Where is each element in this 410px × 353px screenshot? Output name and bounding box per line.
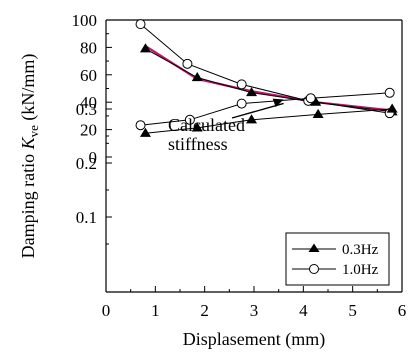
upper-series-line-1.0Hz	[140, 23, 390, 114]
calculated-stiffness-line	[144, 45, 393, 112]
y-axis-title: Damping ratio Kve (kN/mm)	[18, 54, 41, 259]
upper-0.3Hz-triangle-point	[191, 72, 203, 82]
y-lower-tick-label-0.2: 0.2	[76, 154, 97, 173]
x-tick-label-1: 1	[151, 301, 160, 320]
legend-marker-open-circle	[309, 264, 319, 274]
y-upper-tick-label-40: 40	[80, 93, 97, 112]
legend-label-0.3hz: 0.3Hz	[342, 242, 379, 258]
x-tick-label-2: 2	[200, 301, 209, 320]
lower-1.0Hz-circle-point	[384, 87, 395, 98]
upper-1.0Hz-circle-point	[182, 58, 193, 69]
x-tick-label-5: 5	[348, 301, 357, 320]
upper-0.3Hz-triangle-point	[246, 87, 258, 97]
y-lower-tick-label-0.3: 0.3	[76, 100, 97, 119]
upper-0.3Hz-triangle-point	[139, 43, 151, 53]
lower-0.3Hz-triangle-point	[312, 108, 324, 118]
lower-0.3Hz-triangle-point	[386, 103, 398, 113]
y-lower-tick-label-0.1: 0.1	[76, 208, 97, 227]
y-upper-tick-label-60: 60	[80, 66, 97, 85]
y-upper-tick-label-80: 80	[80, 38, 97, 57]
y-upper-tick-label-20: 20	[80, 121, 97, 140]
upper-1.0Hz-circle-point	[236, 79, 247, 90]
x-tick-label-0: 0	[102, 301, 111, 320]
y-upper-tick-label-0: 0	[89, 148, 98, 167]
lower-1.0Hz-circle-point	[305, 93, 316, 104]
upper-series-line-0.3Hz	[145, 48, 393, 113]
upper-0.3Hz-triangle-point	[310, 96, 322, 106]
lower-1.0Hz-circle-point	[236, 98, 247, 109]
x-tick-label-3: 3	[250, 301, 259, 320]
lower-1.0Hz-circle-point	[135, 120, 146, 131]
lower-0.3Hz-triangle-point	[191, 122, 203, 132]
x-axis-title: Displasement (mm)	[183, 329, 325, 350]
lower-0.3Hz-triangle-point	[246, 114, 258, 124]
lower-1.0Hz-circle-point	[184, 114, 195, 125]
annotation-arrow-head	[272, 98, 284, 108]
annotation-calculated: Calculated	[168, 115, 245, 135]
x-tick-label-6: 6	[398, 301, 407, 320]
annotation-stiffness: stiffness	[168, 134, 228, 154]
lower-0.3Hz-triangle-point	[139, 127, 151, 137]
upper-1.0Hz-circle-point	[135, 19, 146, 30]
legend-label-1.0hz: 1.0Hz	[342, 262, 379, 278]
legend-box	[285, 232, 390, 286]
x-tick-label-4: 4	[299, 301, 308, 320]
legend-marker-filled-triangle	[308, 243, 320, 252]
annotation-arrow-shaft	[231, 102, 284, 119]
y-upper-tick-label-100: 100	[72, 11, 98, 30]
